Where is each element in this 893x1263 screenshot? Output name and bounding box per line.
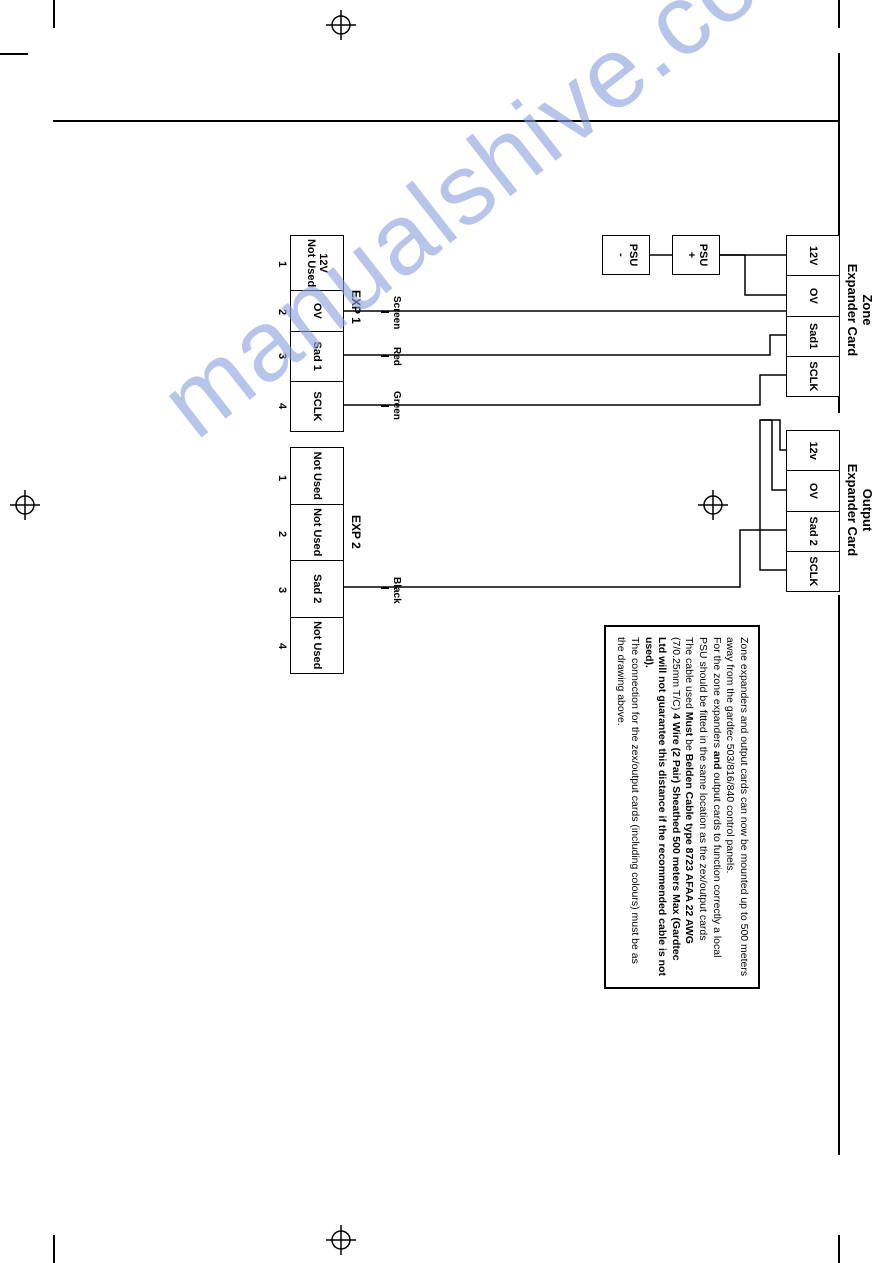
note-l3a: The cable used — [683, 637, 695, 712]
wire-screen-label: Screen — [391, 296, 402, 329]
exp2-pin3: 3 — [276, 587, 288, 593]
wire-black-label: Black — [391, 577, 402, 604]
note-l2b: and — [711, 751, 723, 770]
exp1-pin2: 2 — [276, 309, 288, 315]
exp1-t1: 12V Not Used — [291, 236, 343, 291]
note-l4: The connection for the zex/output cards … — [615, 637, 641, 964]
zone-term-sclk: SCLK — [787, 357, 839, 396]
out-term-sad2: Sad 2 — [787, 512, 839, 552]
exp1-pin3: 3 — [276, 353, 288, 359]
zone-term-ov: OV — [787, 276, 839, 316]
wire-red-label: Red — [391, 347, 402, 366]
psu-plus: PSU + — [672, 235, 720, 275]
exp2-t4: Not Used — [291, 618, 343, 674]
exp1-terminals: 12V Not Used OV Sad 1 SCLK — [290, 235, 344, 432]
zone-card-label: Zone Expander Card — [844, 235, 874, 385]
exp1-pin4: 4 — [276, 403, 288, 409]
output-card-terminals: 12v OV Sad 2 SCLK — [786, 430, 840, 592]
psu-minus: PSU - — [602, 235, 650, 275]
zone-term-sad1: Sad1 — [787, 317, 839, 357]
exp2-pin2: 2 — [276, 531, 288, 537]
exp2-label: EXP 2 — [349, 515, 363, 549]
exp1-t2: OV — [291, 291, 343, 331]
exp1-label: EXP 1 — [349, 290, 363, 324]
out-term-ov: OV — [787, 471, 839, 511]
exp2-t1: Not Used — [291, 448, 343, 505]
note-box: Zone expanders and output cards can now … — [604, 625, 760, 989]
exp1-t3: Sad 1 — [291, 332, 343, 382]
wiring-diagram — [120, 225, 880, 985]
out-term-sclk: SCLK — [787, 552, 839, 591]
out-term-12v: 12v — [787, 431, 839, 471]
exp2-t2: Not Used — [291, 505, 343, 562]
note-l1: Zone expanders and output cards can now … — [724, 637, 750, 976]
exp2-pin4: 4 — [276, 643, 288, 649]
output-card-label: Output Expander Card — [844, 430, 874, 590]
wire-green-label: Green — [391, 391, 402, 420]
zone-card-terminals: 12V OV Sad1 SCLK — [786, 235, 840, 397]
exp1-pin1: 1 — [276, 261, 288, 267]
note-l3b: Must — [683, 712, 695, 737]
note-l3d: Belden Cable type 8723 AFAA 22 AWG — [683, 754, 695, 944]
note-l3c: be — [683, 736, 695, 754]
note-l3e: (7/0.25mm T/C) — [670, 637, 682, 713]
zone-term-12v: 12V — [787, 236, 839, 276]
exp1-t4: SCLK — [291, 382, 343, 431]
exp2-t3: Sad 2 — [291, 561, 343, 618]
exp2-terminals: Not Used Not Used Sad 2 Not Used — [290, 447, 344, 674]
note-l2: For the zone expanders — [711, 637, 723, 751]
exp2-pin1: 1 — [276, 475, 288, 481]
